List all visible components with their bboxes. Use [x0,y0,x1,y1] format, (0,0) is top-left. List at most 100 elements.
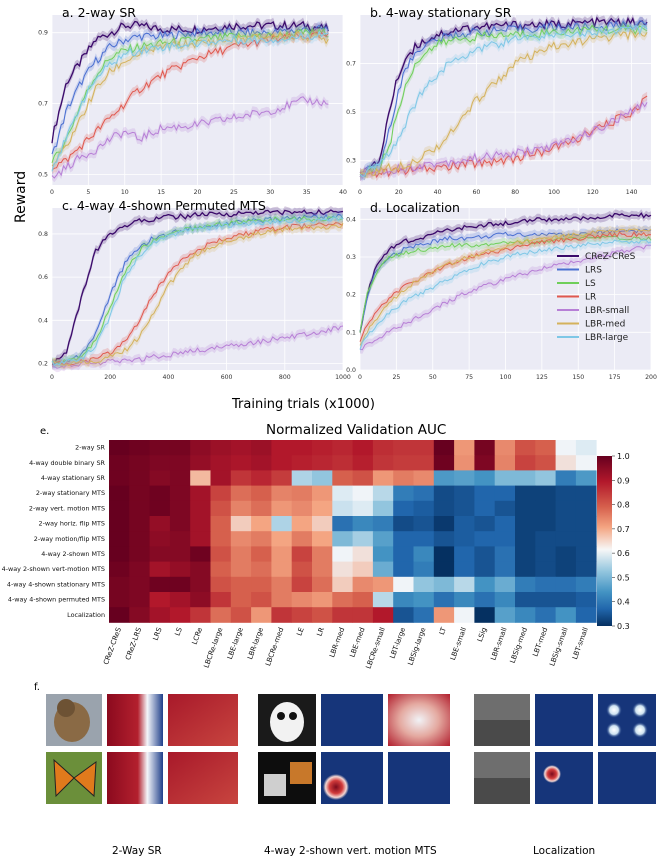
heatmap-cell [291,576,313,593]
heatmap-cell [271,455,293,471]
line-panel-1: 0 20 40 60 80 100 120 140 0.3 0.5 0.7 [346,13,651,196]
heatmap-cell [352,470,374,486]
heatmap-cell [251,546,272,562]
saliency-blob [606,702,622,718]
heatmap-cell [230,561,252,578]
y-tick-label: 0.5 [38,171,48,178]
x-tick-label: 20 [395,189,403,196]
heatmap-cell [230,531,252,547]
heatmap-cell [312,500,333,517]
heatmap-cell [169,440,191,456]
heatmap-cell [109,576,130,593]
heatmap-cell [312,576,333,593]
heatmap-cell [413,607,435,623]
heatmap-cell [433,500,455,517]
heatmap-cell [575,440,597,456]
heatmap-cell [210,485,232,502]
x-tick-label: 800 [279,374,291,381]
heatmap-cell [433,576,455,593]
heatmap-col-label: LBE-med [348,626,366,658]
heatmap-cell [555,440,577,456]
heatmap-cell [271,607,293,623]
heatmap-cell [251,440,272,456]
heatmap-col-label: LE [295,626,305,637]
heatmap-cell [352,607,374,623]
heatmap-cell [332,455,353,471]
heatmap-cell [190,470,211,486]
series-band-LR [52,218,343,369]
heatmap-cell [515,500,536,517]
line-panel-3: 0 25 50 75 100 125 150 175 200 0.0 0.1 0.2 0.3 0.4 [346,208,657,381]
heatmap-cell [312,440,333,456]
heatmap-cell [190,592,211,608]
heatmap-cell [149,485,171,502]
heatmap-cell [515,485,536,502]
x-tick-label: 150 [572,374,584,381]
heatmap-col-label: CReZ-LRS [124,626,143,661]
series-line-CReZ-CReS [359,16,648,178]
heatmap-cell [352,576,374,593]
heatmap-cell [129,470,150,486]
y-tick-label: 0.3 [346,254,356,261]
x-tick-label: 50 [429,374,437,381]
y-tick-label: 0.5 [346,109,356,116]
x-tick-label: 0 [358,189,362,196]
x-tick-label: 200 [645,374,657,381]
heatmap-cell [372,607,394,623]
dog-head-shape [57,699,75,717]
heatmap-cell [433,531,455,547]
heatmap-cell [535,546,556,562]
x-tick-label: 0 [358,374,362,381]
heatmap-cell [515,576,536,593]
panda-choice [264,774,286,796]
heatmap-cell [169,500,191,517]
heatmap-cell [230,485,252,502]
heatmap-cell [474,500,496,517]
saliency-map [535,694,593,746]
heatmap-cell [515,607,536,623]
series-line-LBR-large [359,25,648,178]
legend: CReZ-CReS LRS LS LR LBR-small LBR-med LBR-larg… [557,252,636,343]
butterfly-choice [290,762,312,784]
x-axis-label: Training trials (x1000) [232,397,375,412]
heatmap-cell [535,455,556,471]
heatmap-cell [109,561,130,578]
heatmap-cell [555,470,577,486]
heatmap-cell [271,592,293,608]
saliency-map [535,752,593,804]
heatmap-col-label: LBE-large [226,626,245,660]
heatmap-cell [149,516,171,532]
heatmap-cell [515,561,536,578]
heatmap-cell [393,576,414,593]
heatmap-col-label: LBR-small [489,626,508,661]
heatmap-cell [210,470,232,486]
heatmap-cell [372,561,394,578]
legend-label: LS [585,279,596,289]
heatmap-cell [535,516,556,532]
heatmap-cell [535,500,556,517]
heatmap-cell [271,576,293,593]
heatmap-cell [271,546,293,562]
x-tick-label: 200 [104,374,116,381]
saliency-map [107,694,163,746]
heatmap-cell [169,531,191,547]
colorbar [597,456,612,626]
series-band-LBR-small [360,241,651,354]
heatmap-cell [169,607,191,623]
heatmap-cell [413,592,435,608]
series-line-CReZ-CReS [359,212,652,333]
heatmap-cell [109,592,130,608]
series-line-LR [51,31,329,171]
heatmap-cell [454,500,475,517]
heatmap-cell [494,485,516,502]
heatmap-cell [291,485,313,502]
heatmap-cell [515,470,536,486]
heatmap-cell [312,516,333,532]
legend-label: CReZ-CReS [585,252,636,262]
heatmap-cell [474,592,496,608]
heatmap-cell [129,485,150,502]
heatmap-cell [169,546,191,562]
heatmap-cell [251,516,272,532]
heatmap-cell [433,485,455,502]
heatmap-cell [535,485,556,502]
